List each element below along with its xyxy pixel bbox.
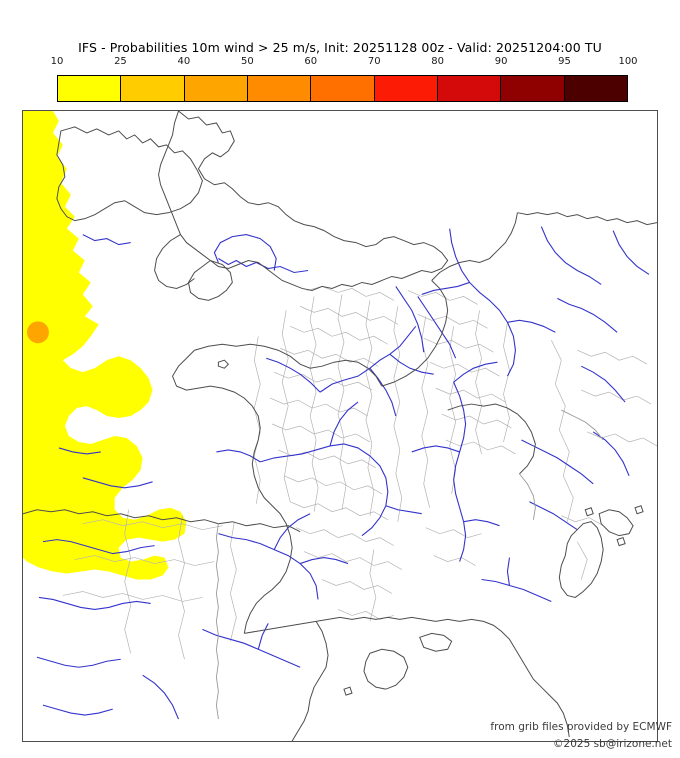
colorbar-tick: 80 <box>431 56 445 67</box>
probability-region-10-25-secondary <box>23 286 67 321</box>
colorbar-tick: 25 <box>114 56 127 67</box>
colorbar-tick: 60 <box>304 56 318 67</box>
colorbar-segment <box>437 76 502 101</box>
colorbar-segment <box>374 76 438 101</box>
probability-field-layer <box>23 111 187 580</box>
colorbar-tick-labels: 10 25 40 50 60 70 80 90 95 100 <box>51 56 638 71</box>
rivers-layer <box>36 226 650 720</box>
colorbar-segment <box>564 76 627 101</box>
colorbar: 10 25 40 50 60 70 80 90 95 100 <box>51 56 638 102</box>
map-svg <box>23 111 657 741</box>
colorbar-tick: 10 <box>50 56 64 67</box>
coastlines-layer <box>23 111 657 741</box>
admin-boundaries-layer <box>62 286 657 660</box>
colorbar-tick: 40 <box>177 56 191 67</box>
colorbar-tick: 95 <box>558 56 571 67</box>
national-borders-layer <box>215 409 604 720</box>
probability-region-40-50 <box>26 321 49 344</box>
page-title: IFS - Probabilities 10m wind > 25 m/s, I… <box>78 40 602 55</box>
colorbar-segment <box>184 76 248 101</box>
colorbar-tick: 90 <box>494 56 508 67</box>
colorbar-tick: 50 <box>240 56 254 67</box>
colorbar-segment <box>58 76 122 101</box>
colorbar-segment <box>121 76 185 101</box>
colorbar-segment <box>247 76 312 101</box>
colorbar-tick: 70 <box>367 56 381 67</box>
map-canvas[interactable] <box>22 110 658 742</box>
colorbar-segment <box>501 76 565 101</box>
colorbar-segment <box>311 76 375 101</box>
probability-region-10-25 <box>23 111 187 580</box>
colorbar-tick: 100 <box>618 56 638 67</box>
colorbar-gradient-strip <box>57 75 628 102</box>
